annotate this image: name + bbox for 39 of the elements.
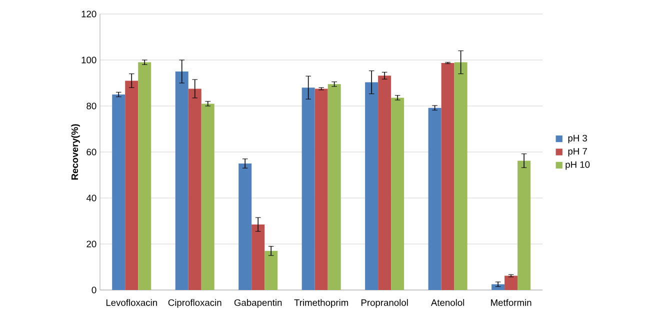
x-tick-label: Levofloxacin	[106, 299, 157, 306]
bar	[365, 82, 378, 290]
bar	[518, 160, 531, 290]
y-tick-label: 100	[82, 56, 96, 64]
legend-label: pH 10	[566, 161, 590, 170]
bar	[492, 284, 505, 290]
y-tick-label: 60	[86, 148, 96, 156]
legend-label: pH 7	[568, 148, 587, 156]
bar	[454, 62, 468, 290]
bar	[391, 98, 404, 290]
bar	[378, 76, 392, 290]
y-tick-label: 0	[92, 286, 96, 294]
x-tick-label: Atenolol	[430, 299, 464, 306]
y-tick-label: 120	[82, 10, 96, 18]
bar	[314, 88, 328, 290]
legend-label: pH 3	[568, 134, 587, 144]
bar	[252, 224, 265, 290]
bar	[138, 62, 152, 290]
x-tick-label: Ciprofloxacin	[168, 299, 222, 308]
x-tick-label: Trimethoprim	[294, 299, 348, 308]
bar	[112, 94, 126, 290]
bar	[441, 62, 454, 290]
bar	[201, 104, 214, 290]
bar	[238, 164, 252, 290]
bar	[328, 84, 341, 290]
bar	[428, 108, 442, 290]
x-tick-label: Propranolol	[361, 299, 408, 308]
bar	[302, 88, 315, 290]
x-tick-label: Metformin	[491, 299, 532, 306]
bar	[504, 276, 518, 290]
bar	[188, 88, 202, 290]
y-tick-label: 20	[86, 240, 96, 248]
y-tick-label: 80	[86, 102, 96, 110]
bar	[125, 80, 138, 290]
y-axis-title: Recovery(%)	[71, 124, 80, 180]
x-tick-label: Gabapentin	[234, 299, 282, 308]
bar	[175, 72, 188, 290]
bar	[264, 250, 278, 290]
y-tick-label: 40	[86, 194, 96, 202]
